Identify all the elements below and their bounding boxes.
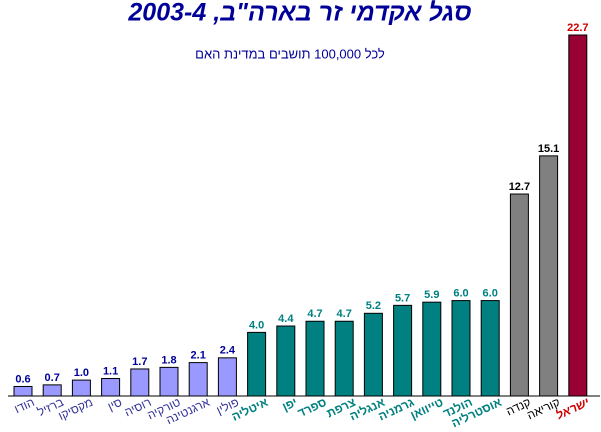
bar <box>71 379 91 397</box>
value-label: 12.7 <box>509 181 530 193</box>
value-label: 4.7 <box>307 308 322 320</box>
value-label: 0.7 <box>45 372 60 384</box>
x-tick-label: סין <box>106 395 125 414</box>
chart-subtitle: לכל 100,000 תושבים במדינת האם <box>195 46 385 61</box>
x-tick-label: מקסיקו <box>56 395 95 423</box>
bar <box>13 385 33 397</box>
value-label: 1.7 <box>132 356 147 368</box>
bar <box>480 300 500 397</box>
bar <box>159 366 179 397</box>
value-label: 0.6 <box>15 373 30 385</box>
value-label: 1.0 <box>74 367 89 379</box>
value-label: 1.8 <box>161 354 176 366</box>
bar <box>101 378 121 397</box>
bar <box>422 301 442 397</box>
bar <box>451 300 471 397</box>
bar <box>363 312 383 397</box>
bar <box>188 362 208 397</box>
bar <box>130 368 150 397</box>
bar <box>509 193 529 397</box>
value-label: 4.0 <box>249 319 264 331</box>
value-label: 2.4 <box>220 345 236 357</box>
bar <box>276 325 296 397</box>
bar <box>334 320 354 397</box>
bar <box>217 357 237 397</box>
value-label: 5.2 <box>366 300 381 312</box>
value-label: 4.4 <box>278 313 294 325</box>
value-label: 6.0 <box>453 287 468 299</box>
bar <box>305 320 325 397</box>
bar <box>393 304 413 397</box>
value-label: 6.0 <box>483 287 498 299</box>
chart-title: סגל אקדמי זר בארה"ב, 2003-4 <box>127 0 471 27</box>
value-label: 15.1 <box>538 143 559 155</box>
bar <box>568 34 588 397</box>
x-tick-label: ישראל <box>554 395 592 423</box>
x-tick-label: טייוואן <box>408 395 445 422</box>
value-label: 5.9 <box>424 289 439 301</box>
value-label: 2.1 <box>191 350 206 362</box>
value-label: 4.7 <box>337 308 352 320</box>
x-tick-label: יפן <box>280 395 299 414</box>
x-tick-label: הודו <box>12 395 36 416</box>
value-label: 5.7 <box>395 292 410 304</box>
bar <box>247 331 267 397</box>
bar <box>539 155 559 397</box>
value-label: 22.7 <box>567 22 588 34</box>
value-label: 1.1 <box>103 365 118 377</box>
bar <box>42 384 62 397</box>
